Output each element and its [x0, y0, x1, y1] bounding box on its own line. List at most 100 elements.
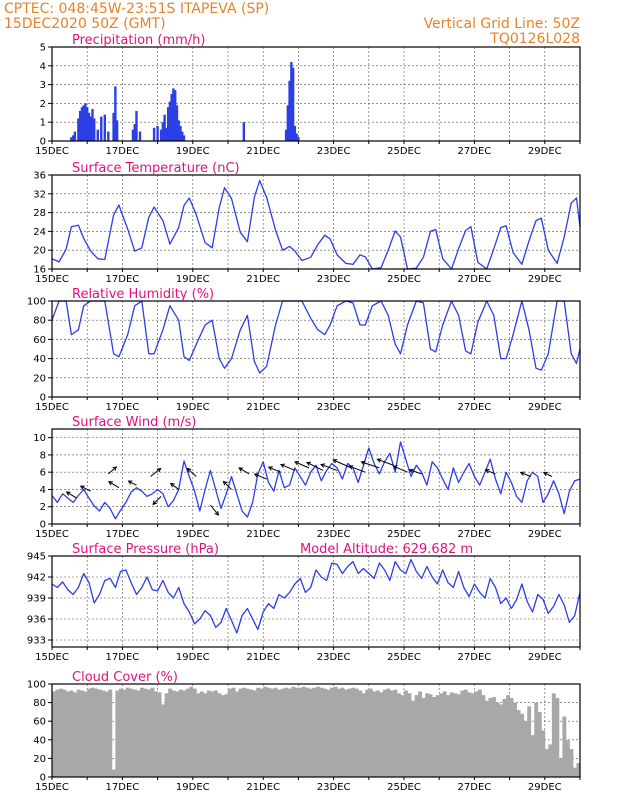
x-tick-label: 21DEC: [246, 652, 280, 663]
x-tick-label: 15DEC: [35, 529, 69, 540]
cloud-bar: [530, 735, 535, 777]
panel-frame: [51, 300, 581, 398]
x-tick-label: 23DEC: [317, 402, 351, 413]
wind-arrow: [254, 473, 267, 480]
cloud-bar: [217, 693, 222, 777]
cloud-bar: [115, 690, 120, 777]
cloud-bar: [432, 697, 437, 777]
cloud-bar: [238, 688, 243, 777]
precip-bar: [293, 125, 297, 141]
cloud-bar: [477, 689, 482, 777]
cloud-bar: [101, 690, 106, 777]
cloud-bar: [73, 692, 78, 777]
x-tick-label: 29DEC: [528, 402, 562, 413]
x-tick-label: 27DEC: [458, 529, 492, 540]
model-altitude: Model Altitude: 629.682 m: [300, 542, 473, 557]
y-tick-label: 40: [33, 735, 46, 746]
cloud-bar: [558, 758, 563, 777]
y-tick-label: 100: [27, 680, 46, 691]
wind-arrow: [409, 469, 422, 475]
x-tick-label: 27DEC: [458, 274, 492, 285]
cloud-bar: [418, 691, 422, 777]
precip-bar: [156, 125, 159, 141]
wind-arrow-head: [169, 482, 175, 488]
cloud-bar: [365, 689, 370, 777]
precip-bar: [89, 116, 92, 141]
panel-title: Surface Wind (m/s): [72, 415, 196, 430]
y-tick-label: 936: [27, 615, 46, 626]
precip-bar: [177, 120, 180, 141]
y-tick-label: 10: [33, 433, 46, 444]
precip-bar: [179, 125, 182, 141]
x-tick-label: 23DEC: [317, 652, 351, 663]
cloud-bar: [382, 689, 387, 777]
y-tick-label: 16: [33, 265, 46, 276]
cloud-bar: [301, 686, 306, 777]
panel-title: Cloud Cover (%): [72, 670, 178, 685]
x-tick-label: 29DEC: [528, 146, 562, 157]
panel-cloud: 0 20 40 60 80 100 15DEC 17DEC 19DEC 21DEC 23DEC 25D…: [27, 670, 581, 793]
cloud-bar: [358, 690, 363, 777]
y-tick-label: 0: [40, 520, 46, 531]
cloud-bar: [210, 691, 215, 777]
cloud-bar: [340, 687, 345, 777]
precip-bar: [291, 67, 295, 141]
cloud-bar: [506, 695, 510, 777]
y-tick-label: 0: [40, 137, 46, 148]
wind-arrow-head: [376, 458, 382, 463]
precip-bar: [288, 80, 291, 141]
panel-frame: [51, 555, 581, 648]
cloud-bar: [396, 693, 401, 777]
cloud-bar: [389, 690, 394, 777]
cloud-bar: [439, 693, 444, 777]
cloud-bar: [400, 695, 405, 777]
panel-frame: [51, 683, 581, 778]
y-tick-label: 32: [33, 189, 46, 200]
cloud-bar: [562, 716, 567, 777]
y-tick-label: 5: [40, 43, 46, 54]
panel-precip: 0 1 2 3 4 5 15DEC 17DEC 19DEC 21DEC 23DEC 25DEC 27DE…: [35, 33, 581, 157]
precip-bar: [86, 107, 89, 141]
cloud-bar: [347, 688, 352, 777]
cloud-bar: [294, 687, 299, 777]
wind-arrow-head: [360, 460, 366, 466]
y-tick-label: 933: [27, 636, 46, 647]
cloud-bar: [576, 763, 581, 777]
x-tick-label: 29DEC: [528, 274, 562, 285]
cloud-bar: [242, 687, 246, 777]
x-tick-label: 27DEC: [458, 652, 492, 663]
y-tick-label: 1: [40, 118, 46, 129]
precip-bar: [163, 114, 166, 141]
cloud-bar: [414, 695, 419, 777]
cloud-bar: [372, 691, 377, 777]
y-tick-label: 4: [40, 485, 46, 496]
cloud-bar: [59, 688, 63, 777]
cloud-bar: [69, 690, 74, 777]
cloud-bar: [122, 689, 127, 777]
x-tick-label: 21DEC: [246, 274, 280, 285]
cloud-bar: [55, 689, 60, 777]
precip-bar: [114, 86, 117, 141]
cloud-bar: [407, 693, 412, 777]
x-tick-label: 21DEC: [246, 146, 280, 157]
precip-bar: [91, 109, 94, 141]
cloud-bar: [125, 687, 130, 777]
precip-bar: [165, 127, 168, 141]
y-tick-label: 24: [33, 227, 46, 238]
wind-arrow-head: [484, 468, 490, 474]
wind-arrow: [152, 496, 162, 505]
cloud-bar: [83, 691, 88, 777]
cloud-bar: [463, 689, 468, 777]
wind-arrow-head: [222, 480, 228, 486]
wind-arrow: [107, 466, 117, 475]
cloud-bar: [428, 694, 433, 777]
cloud-bar: [228, 688, 232, 777]
wind-arrow-head: [79, 485, 85, 490]
x-tick-label: 17DEC: [106, 402, 140, 413]
cloud-bar: [375, 690, 380, 777]
wind-arrow: [80, 485, 91, 492]
cloud-bar: [291, 686, 296, 777]
cloud-bar: [555, 697, 560, 777]
precip-bar: [175, 105, 179, 141]
cloud-bar: [199, 691, 204, 777]
